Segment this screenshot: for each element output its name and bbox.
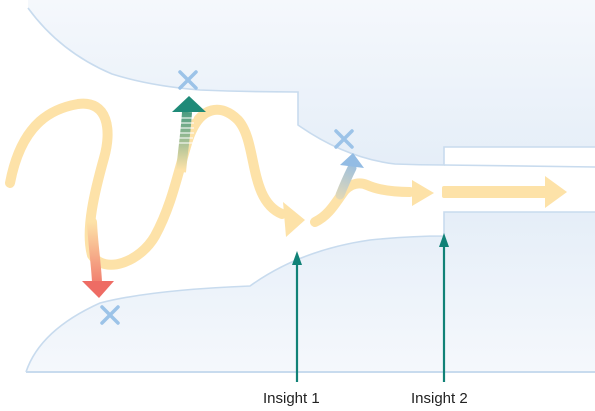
failed-blue-arrowhead xyxy=(340,153,364,168)
x-mark-icon xyxy=(178,70,198,90)
failed-attempt-red xyxy=(87,217,102,287)
top-step-edge xyxy=(443,164,595,168)
final-path-arrowhead xyxy=(545,176,567,208)
main-path-arrowhead xyxy=(283,202,305,237)
bottom-wall-edge xyxy=(25,211,595,373)
x-mark-icon xyxy=(334,129,354,149)
main-path-segment-2 xyxy=(310,178,415,227)
main-path-segment-2-arrowhead xyxy=(412,180,434,206)
arrow-up-icon xyxy=(439,233,449,247)
insight-2-label: Insight 2 xyxy=(411,390,468,407)
main-path xyxy=(5,98,287,270)
final-path xyxy=(442,186,547,198)
insight-2-arrow xyxy=(439,233,449,382)
top-wall xyxy=(28,0,595,165)
top-wall-edge xyxy=(27,7,595,166)
failed-green-arrowhead xyxy=(172,96,206,112)
failed-red-arrowhead xyxy=(82,281,114,298)
failed-attempt-blue xyxy=(335,163,357,200)
green-stripes xyxy=(179,117,194,144)
x-mark-icon xyxy=(100,305,120,325)
insight-1-arrow xyxy=(292,251,302,382)
failed-attempt-green xyxy=(176,111,192,173)
bottom-wall xyxy=(26,212,595,372)
insight-1-label: Insight 1 xyxy=(263,390,320,407)
arrow-up-icon xyxy=(292,251,302,265)
